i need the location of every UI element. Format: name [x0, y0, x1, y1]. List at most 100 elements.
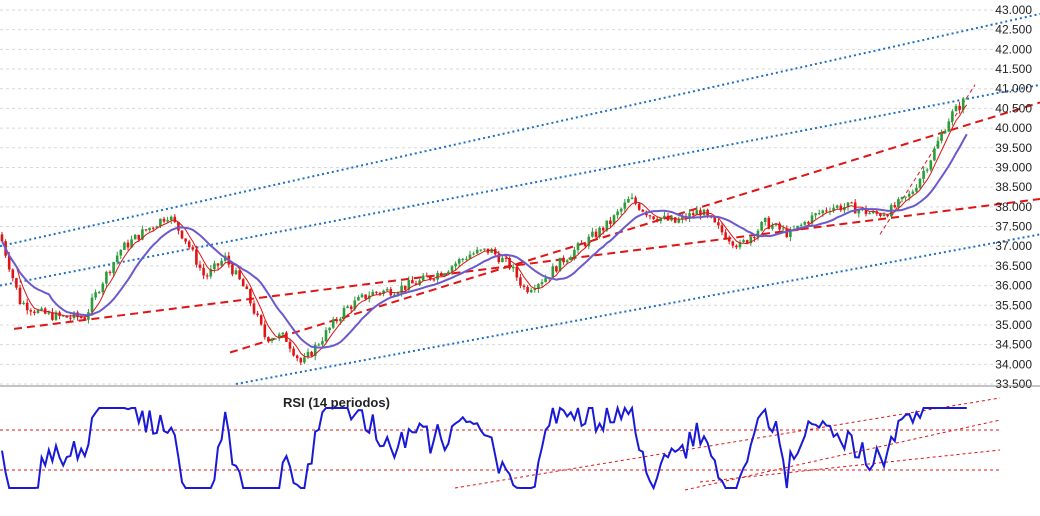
candle-body — [756, 230, 760, 238]
candle-body — [609, 220, 612, 225]
rsi-trend-line — [699, 449, 1001, 483]
candle-body — [497, 254, 501, 263]
candle-body — [281, 332, 285, 335]
candle-body — [432, 279, 436, 281]
candle-body — [141, 229, 144, 240]
candle-body — [965, 98, 969, 100]
candle-body — [310, 351, 313, 356]
candle-body — [331, 319, 335, 328]
candle-body — [918, 178, 922, 188]
candle-body — [443, 273, 447, 276]
y-tick-label: 40.500 — [995, 101, 1032, 115]
candle-body — [198, 264, 202, 268]
candle-body — [303, 357, 306, 363]
candle-body — [371, 291, 375, 296]
candle-body — [655, 219, 659, 222]
candle-body — [483, 248, 486, 250]
candle-body — [612, 215, 616, 225]
y-tick-label: 39.500 — [995, 141, 1032, 155]
candle-body — [907, 193, 911, 197]
candle-body — [727, 239, 731, 242]
y-tick-label: 42.000 — [995, 42, 1032, 56]
candle-body — [936, 140, 940, 149]
ma-slow-line — [1, 133, 968, 349]
candle-body — [785, 228, 789, 238]
y-tick-label: 38.500 — [995, 180, 1032, 194]
candle-body — [115, 255, 119, 263]
candle-body — [868, 213, 871, 215]
candle-body — [112, 262, 115, 273]
candle-body — [36, 310, 40, 314]
candle-body — [760, 221, 763, 231]
candle-body — [292, 348, 295, 356]
candle-body — [911, 191, 915, 194]
candle-body — [551, 266, 555, 278]
rsi-line — [1, 404, 967, 491]
y-tick-label: 36.000 — [995, 279, 1032, 293]
y-tick-label: 43.000 — [995, 3, 1032, 17]
candle-body — [393, 294, 396, 296]
candle-body — [832, 207, 835, 211]
candle-body — [429, 276, 432, 280]
candle-body — [501, 257, 504, 263]
candle-body — [439, 272, 443, 276]
candle-body — [814, 213, 817, 216]
candle-body — [897, 199, 900, 208]
candle-body — [421, 275, 425, 281]
candle-body — [735, 245, 738, 248]
candle-body — [519, 277, 522, 286]
candle-body — [234, 270, 238, 275]
candle-body — [508, 257, 511, 269]
rsi-panel — [0, 397, 1001, 491]
candle-body — [249, 289, 252, 304]
candle-body — [511, 266, 515, 269]
candle-body — [231, 264, 234, 275]
channel-line — [229, 101, 1040, 354]
candle-body — [151, 227, 155, 229]
candle-body — [90, 297, 94, 313]
candle-body — [871, 211, 875, 214]
candle-body — [882, 214, 886, 217]
candle-body — [825, 210, 828, 212]
candle-body — [317, 344, 321, 346]
candle-body — [61, 315, 65, 317]
candle-body — [663, 215, 666, 219]
candle-body — [72, 312, 76, 318]
candle-body — [558, 257, 562, 272]
candle-body — [209, 269, 213, 277]
candle-body — [288, 341, 292, 349]
candle-body — [605, 220, 609, 231]
candle-body — [245, 286, 249, 290]
candle-body — [699, 210, 702, 216]
candle-body — [580, 243, 583, 245]
candle-body — [850, 202, 853, 204]
candle-body — [169, 216, 173, 221]
y-tick-label: 39.000 — [995, 160, 1032, 174]
candle-body — [616, 211, 619, 216]
candle-body — [951, 111, 954, 122]
ma-fast-line — [1, 104, 968, 358]
candle-body — [681, 216, 684, 220]
candle-body — [864, 208, 868, 215]
candle-body — [630, 197, 634, 199]
candle-body — [619, 208, 623, 212]
candle-body — [781, 228, 785, 230]
candle-body — [364, 294, 367, 299]
candle-body — [940, 133, 943, 141]
candle-body — [15, 278, 18, 288]
candle-body — [562, 257, 565, 263]
candle-body — [641, 209, 645, 212]
candle-body — [436, 272, 439, 280]
candle-body — [195, 249, 198, 265]
candle-body — [958, 105, 961, 110]
candle-body — [213, 263, 216, 270]
candle-body — [11, 269, 15, 279]
candle-body — [378, 292, 382, 294]
candle-body — [915, 187, 918, 192]
candle-body — [652, 216, 655, 220]
candle-body — [943, 131, 947, 134]
channel-line — [235, 233, 1040, 385]
candle-body — [306, 351, 310, 358]
candle-body — [324, 330, 328, 342]
